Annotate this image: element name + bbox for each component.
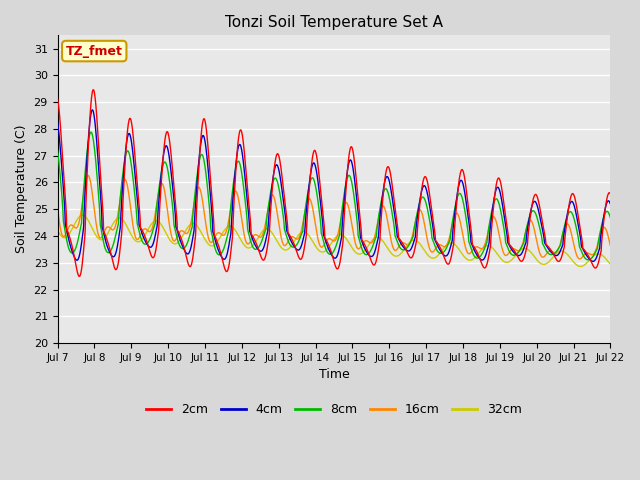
Y-axis label: Soil Temperature (C): Soil Temperature (C) [15,125,28,253]
Legend: 2cm, 4cm, 8cm, 16cm, 32cm: 2cm, 4cm, 8cm, 16cm, 32cm [141,398,527,421]
Text: TZ_fmet: TZ_fmet [66,45,123,58]
Title: Tonzi Soil Temperature Set A: Tonzi Soil Temperature Set A [225,15,443,30]
X-axis label: Time: Time [319,368,349,381]
